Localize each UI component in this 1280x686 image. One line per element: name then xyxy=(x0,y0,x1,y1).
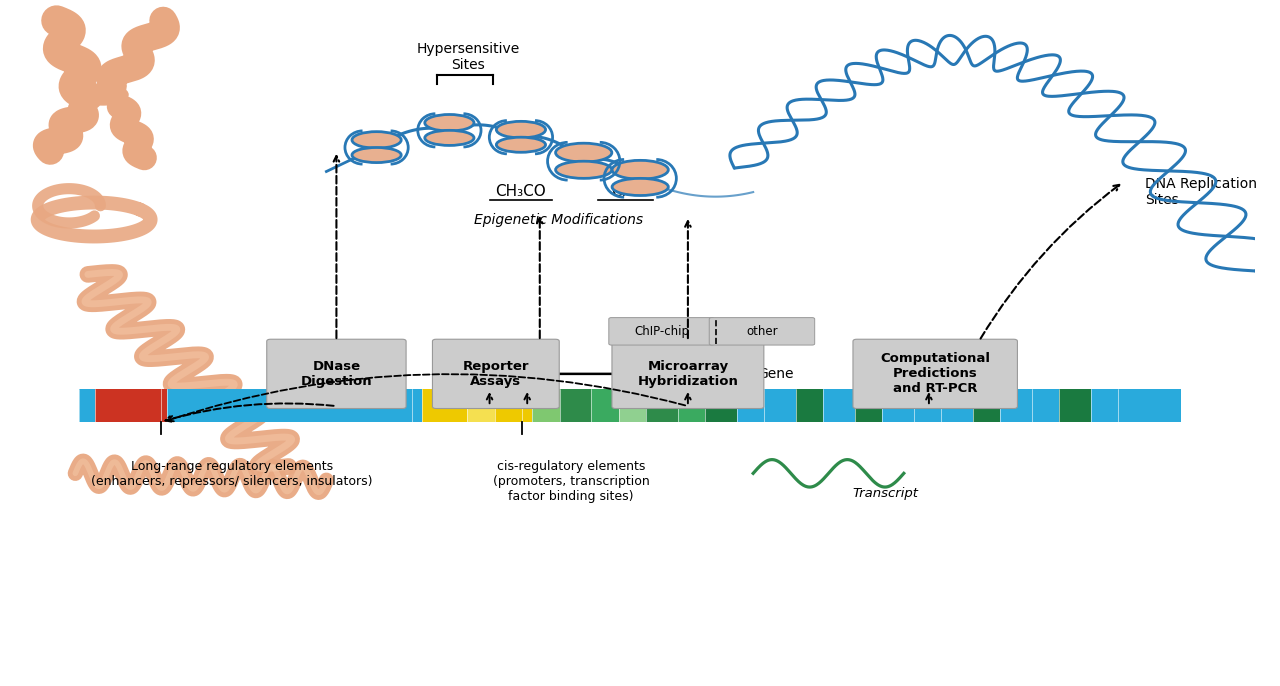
Bar xyxy=(1091,389,1119,422)
Text: Long-range regulatory elements
(enhancers, repressors/ silencers, insulators): Long-range regulatory elements (enhancer… xyxy=(91,460,372,488)
Bar xyxy=(1001,389,1032,422)
FancyBboxPatch shape xyxy=(609,318,714,345)
Bar xyxy=(973,389,1001,422)
Bar xyxy=(166,389,412,422)
Text: CH₃: CH₃ xyxy=(611,184,639,199)
Text: Hypersensitive
Sites: Hypersensitive Sites xyxy=(416,42,520,72)
Bar xyxy=(96,389,161,422)
Bar xyxy=(618,389,646,422)
Text: cis-regulatory elements
(promoters, transcription
factor binding sites): cis-regulatory elements (promoters, tran… xyxy=(493,460,649,503)
Bar xyxy=(882,389,914,422)
Ellipse shape xyxy=(352,147,401,163)
Text: DNA Replication
Sites: DNA Replication Sites xyxy=(1144,177,1257,207)
Text: Epigenetic Modifications: Epigenetic Modifications xyxy=(474,213,643,226)
Text: other: other xyxy=(746,325,778,338)
Ellipse shape xyxy=(556,143,612,162)
Bar xyxy=(412,389,422,422)
Ellipse shape xyxy=(425,130,474,145)
Bar xyxy=(855,389,882,422)
Bar xyxy=(1032,389,1060,422)
Ellipse shape xyxy=(78,84,128,105)
FancyBboxPatch shape xyxy=(612,339,764,408)
Bar xyxy=(467,389,494,422)
Bar xyxy=(1060,389,1091,422)
Ellipse shape xyxy=(612,178,668,196)
Ellipse shape xyxy=(425,115,474,131)
Bar xyxy=(532,389,559,422)
Bar xyxy=(161,389,166,422)
Bar xyxy=(79,389,96,422)
Ellipse shape xyxy=(352,132,401,148)
Text: CH₃CO: CH₃CO xyxy=(495,184,547,199)
Ellipse shape xyxy=(556,161,612,178)
Bar xyxy=(764,389,796,422)
Text: Computational
Predictions
and RT-PCR: Computational Predictions and RT-PCR xyxy=(881,353,991,395)
Bar xyxy=(737,389,764,422)
Text: ChIP-chip: ChIP-chip xyxy=(634,325,689,338)
Bar xyxy=(559,389,591,422)
Bar xyxy=(494,389,522,422)
Text: Reporter
Assays: Reporter Assays xyxy=(462,360,529,388)
FancyBboxPatch shape xyxy=(433,339,559,408)
FancyBboxPatch shape xyxy=(709,318,814,345)
Text: Gene: Gene xyxy=(756,367,794,381)
Ellipse shape xyxy=(612,161,668,179)
Bar xyxy=(522,389,532,422)
Bar xyxy=(796,389,823,422)
Bar xyxy=(705,389,737,422)
Text: DNase
Digestion: DNase Digestion xyxy=(301,360,372,388)
Bar xyxy=(942,389,973,422)
Bar xyxy=(1119,389,1181,422)
FancyBboxPatch shape xyxy=(266,339,406,408)
Bar xyxy=(823,389,855,422)
Text: Transcript: Transcript xyxy=(852,487,918,500)
Ellipse shape xyxy=(497,137,545,152)
Ellipse shape xyxy=(497,121,545,138)
Bar xyxy=(914,389,942,422)
FancyBboxPatch shape xyxy=(852,339,1018,408)
Bar xyxy=(678,389,705,422)
Text: Microarray
Hybridization: Microarray Hybridization xyxy=(637,360,739,388)
Bar xyxy=(422,389,467,422)
Bar xyxy=(591,389,618,422)
Bar xyxy=(646,389,678,422)
